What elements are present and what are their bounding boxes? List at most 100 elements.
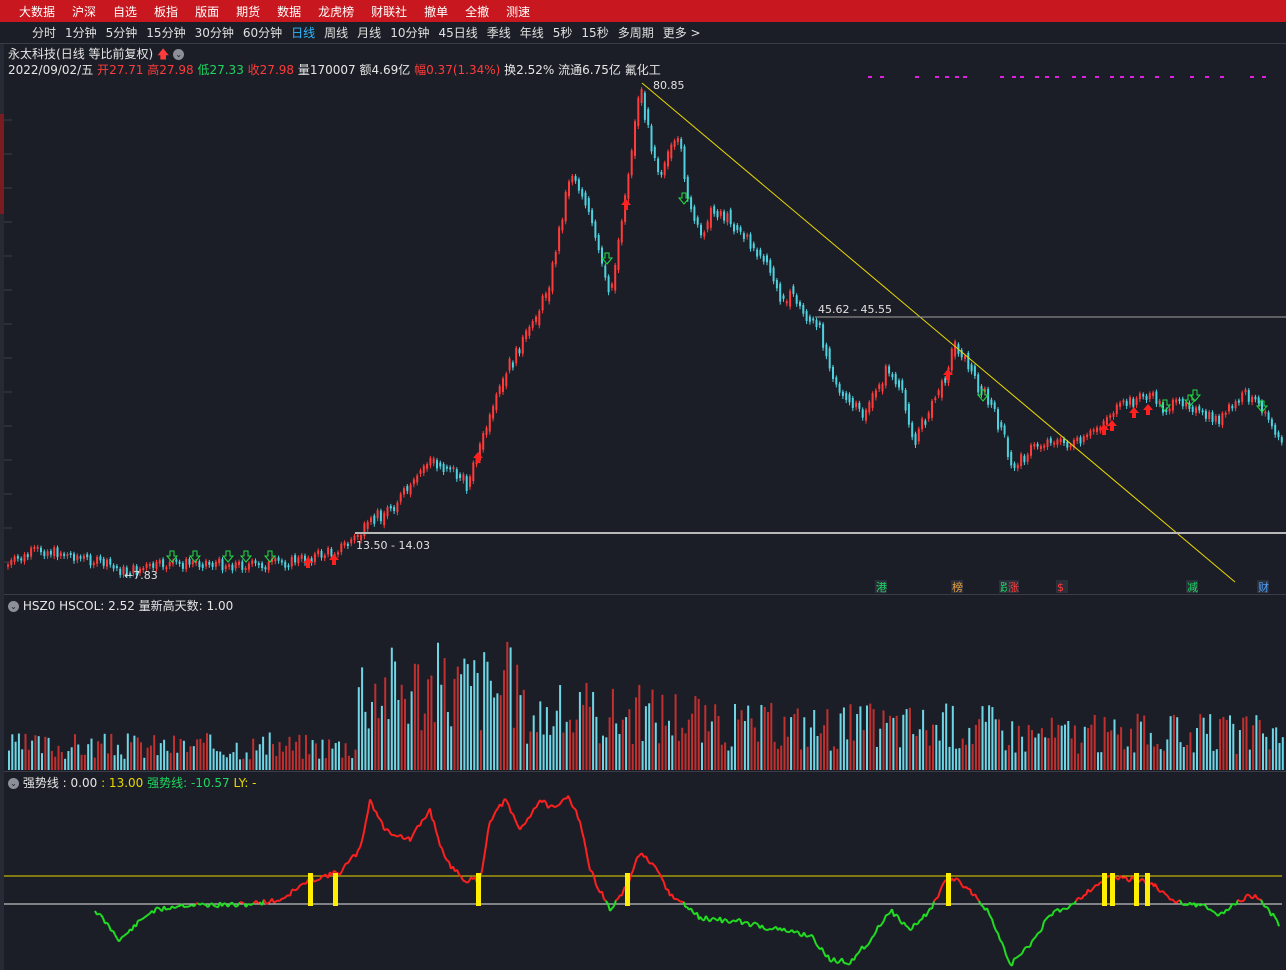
period-tab[interactable]: 5秒 (552, 26, 573, 40)
period-tab[interactable]: 多周期 (617, 26, 654, 40)
strength-line-segment (384, 828, 388, 831)
down-arrow-icon (677, 192, 691, 205)
volume-bar (664, 725, 667, 770)
period-tab[interactable]: 周线 (324, 26, 349, 40)
volume-bar (212, 748, 215, 770)
period-tab[interactable]: 15秒 (581, 26, 609, 40)
period-tab[interactable]: 60分钟 (242, 26, 283, 40)
volume-label: 量 (297, 63, 310, 77)
strength-line-segment (1197, 902, 1201, 907)
strength-line-segment (369, 798, 373, 804)
left-scroll-strip[interactable] (0, 44, 4, 970)
candle-body (350, 539, 353, 544)
candle-body (406, 485, 409, 492)
left-strip-marker (0, 114, 4, 214)
volume-bar (1179, 742, 1182, 770)
menu-item[interactable]: 财联社 (371, 4, 408, 19)
period-tab[interactable]: 30分钟 (194, 26, 234, 40)
volume-bar (595, 716, 598, 770)
candle-body (26, 554, 29, 558)
menu-item[interactable]: 大数据 (19, 4, 56, 19)
volume-bar (1017, 725, 1020, 770)
strength-line-segment (1225, 908, 1229, 912)
volume-bar (750, 718, 753, 770)
volume-bar (941, 712, 944, 770)
volume-bar (123, 758, 126, 770)
period-tab[interactable]: 1分钟 (65, 26, 97, 40)
up-arrow-icon (1107, 420, 1117, 431)
event-tag-bg (951, 580, 963, 593)
strength-line-segment (980, 904, 984, 908)
volume-bar (361, 667, 364, 770)
menu-item[interactable]: 期货 (236, 4, 261, 19)
volume-bar (908, 707, 911, 770)
candle-body (109, 558, 112, 565)
volume-bar (578, 692, 581, 770)
candle-body (317, 550, 320, 555)
candle-body (1162, 402, 1164, 413)
candle-body (1030, 444, 1032, 456)
period-tab[interactable]: 季线 (486, 26, 511, 40)
up-arrow-icon (303, 557, 313, 568)
volume-bar (17, 733, 20, 770)
menu-item[interactable]: 撤单 (424, 4, 449, 19)
period-tab[interactable]: 5分钟 (105, 26, 138, 40)
strength-line-segment (421, 818, 425, 822)
period-tab[interactable]: 15分钟 (146, 26, 186, 40)
volume-bar (932, 724, 934, 770)
menu-item[interactable]: 版面 (195, 4, 220, 19)
strength-line-segment (1175, 900, 1179, 904)
strength-line-segment (98, 912, 102, 916)
period-tab[interactable]: 更多 > (662, 26, 701, 40)
volume-bar (1103, 717, 1106, 770)
change-value: 0.37(1.34%) (426, 63, 501, 77)
volume-bar (965, 744, 967, 770)
period-tab[interactable]: 年线 (519, 26, 544, 40)
period-tab[interactable]: 月线 (357, 26, 382, 40)
strength-line-segment (939, 885, 943, 892)
volume-bar (635, 697, 637, 770)
candle-body (33, 546, 36, 549)
menu-item[interactable]: 数据 (277, 4, 302, 19)
strength-line-segment (400, 834, 404, 840)
strength-line-segment (485, 830, 489, 846)
volume-bar (598, 743, 601, 770)
candle-body (478, 443, 481, 461)
strength-line-segment (1037, 931, 1041, 934)
chevron-down-icon[interactable]: ⌄ (8, 601, 19, 612)
strength-line-segment (667, 888, 671, 897)
period-tab[interactable]: 日线 (291, 26, 316, 40)
strength-line-segment (634, 857, 638, 865)
volume-bar (961, 738, 964, 770)
menu-item[interactable]: 测速 (506, 4, 531, 19)
volume-bar (1202, 717, 1205, 770)
volume-bar (1271, 728, 1274, 770)
candle-body (1010, 452, 1013, 466)
period-tab[interactable]: 45日线 (438, 26, 478, 40)
menu-item[interactable]: 沪深 (72, 4, 97, 19)
volume-bar (783, 716, 786, 770)
period-tab[interactable]: 分时 (32, 26, 57, 40)
strength-line-segment (402, 837, 406, 841)
menu-item[interactable]: 自选 (113, 4, 138, 19)
change-label: 幅 (414, 63, 427, 77)
strength-line-segment (1223, 909, 1227, 915)
strength-line-segment (877, 924, 881, 928)
candle-body (1089, 430, 1092, 436)
candle-body (488, 414, 491, 432)
volume-bar (328, 739, 331, 770)
candle-body (356, 534, 359, 537)
down-arrow-icon (239, 550, 253, 563)
strength-line-segment (1073, 900, 1077, 905)
menu-item[interactable]: 板指 (154, 4, 179, 19)
volume-bar (730, 746, 733, 770)
menu-item[interactable]: 龙虎榜 (318, 4, 355, 19)
volume-bar (846, 739, 849, 770)
strength-line-segment (905, 924, 909, 928)
menu-item[interactable]: 全撤 (465, 4, 490, 19)
period-tab[interactable]: 10分钟 (390, 26, 430, 40)
chevron-down-icon[interactable]: ⌄ (8, 778, 19, 789)
candle-body (63, 553, 66, 556)
chevron-down-icon[interactable]: ⌄ (173, 49, 185, 60)
